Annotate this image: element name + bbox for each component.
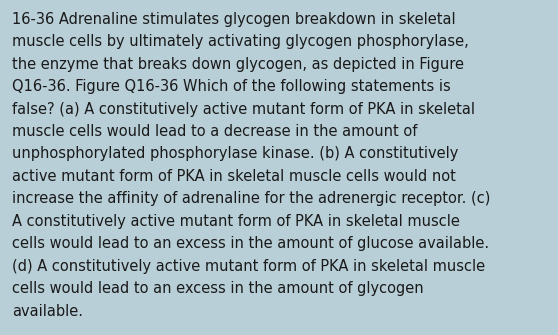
Text: active mutant form of PKA in skeletal muscle cells would not: active mutant form of PKA in skeletal mu… bbox=[12, 169, 456, 184]
Text: the enzyme that breaks down glycogen, as depicted in Figure: the enzyme that breaks down glycogen, as… bbox=[12, 57, 464, 72]
Text: (d) A constitutively active mutant form of PKA in skeletal muscle: (d) A constitutively active mutant form … bbox=[12, 259, 485, 274]
Text: cells would lead to an excess in the amount of glucose available.: cells would lead to an excess in the amo… bbox=[12, 236, 489, 251]
Text: cells would lead to an excess in the amount of glycogen: cells would lead to an excess in the amo… bbox=[12, 281, 424, 296]
Text: false? (a) A constitutively active mutant form of PKA in skeletal: false? (a) A constitutively active mutan… bbox=[12, 102, 475, 117]
Text: muscle cells would lead to a decrease in the amount of: muscle cells would lead to a decrease in… bbox=[12, 124, 417, 139]
Text: unphosphorylated phosphorylase kinase. (b) A constitutively: unphosphorylated phosphorylase kinase. (… bbox=[12, 146, 459, 161]
Text: Q16-36. Figure Q16-36 Which of the following statements is: Q16-36. Figure Q16-36 Which of the follo… bbox=[12, 79, 451, 94]
Text: available.: available. bbox=[12, 304, 83, 319]
Text: increase the affinity of adrenaline for the adrenergic receptor. (c): increase the affinity of adrenaline for … bbox=[12, 191, 490, 206]
Text: 16-36 Adrenaline stimulates glycogen breakdown in skeletal: 16-36 Adrenaline stimulates glycogen bre… bbox=[12, 12, 456, 27]
Text: A constitutively active mutant form of PKA in skeletal muscle: A constitutively active mutant form of P… bbox=[12, 214, 460, 229]
Text: muscle cells by ultimately activating glycogen phosphorylase,: muscle cells by ultimately activating gl… bbox=[12, 34, 469, 49]
